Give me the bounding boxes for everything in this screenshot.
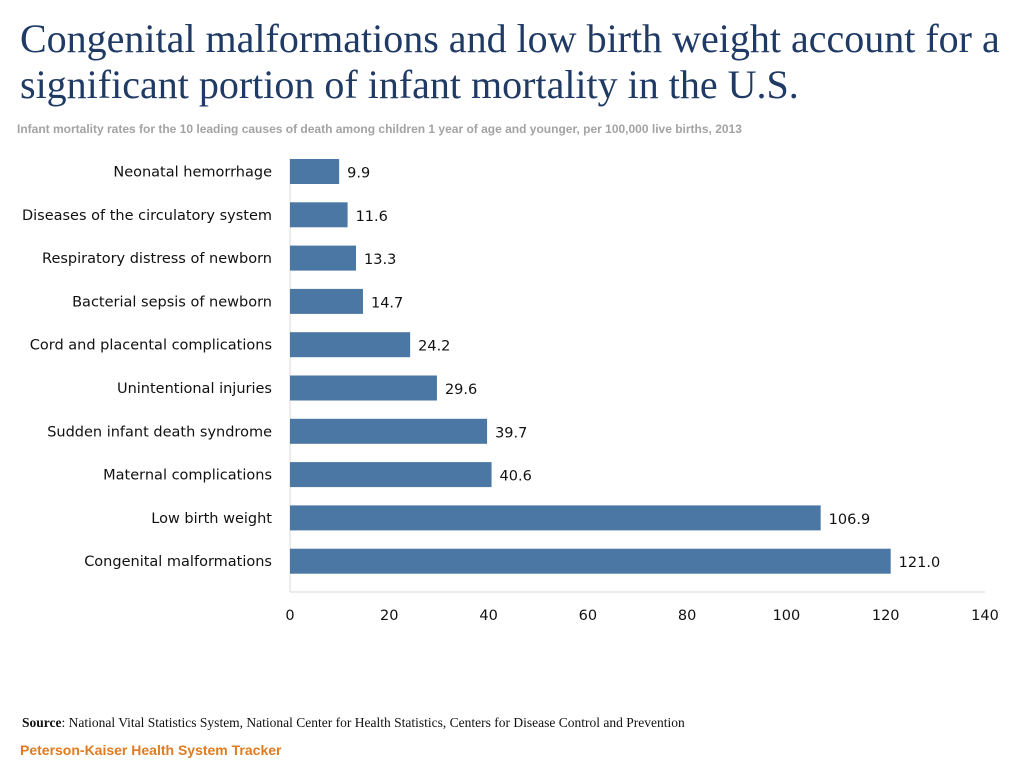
category-label: Bacterial sepsis of newborn xyxy=(72,294,272,310)
x-tick-label: 20 xyxy=(380,608,398,624)
data-label: 121.0 xyxy=(899,555,941,571)
source-note: Source: National Vital Statistics System… xyxy=(22,715,685,731)
bar xyxy=(290,462,492,488)
data-label: 106.9 xyxy=(829,512,871,528)
category-label: Low birth weight xyxy=(151,511,272,527)
data-label: 11.6 xyxy=(356,209,388,225)
category-label: Unintentional injuries xyxy=(117,381,272,397)
chart-subtitle: Infant mortality rates for the 10 leadin… xyxy=(17,122,742,136)
x-tick-label: 0 xyxy=(285,608,294,624)
category-label: Cord and placental complications xyxy=(30,338,272,354)
category-label: Neonatal hemorrhage xyxy=(113,165,272,181)
chart-title: Congenital malformations and low birth w… xyxy=(20,16,1000,107)
source-text: : National Vital Statistics System, Nati… xyxy=(61,715,685,730)
bar xyxy=(290,548,891,574)
source-label: Source xyxy=(22,715,62,730)
data-label: 29.6 xyxy=(445,382,477,398)
bar xyxy=(290,332,411,358)
x-tick-label: 120 xyxy=(872,608,900,624)
data-label: 24.2 xyxy=(418,339,450,355)
bar xyxy=(290,505,821,531)
x-tick-label: 80 xyxy=(678,608,696,624)
category-label: Sudden infant death syndrome xyxy=(47,424,272,440)
data-label: 40.6 xyxy=(500,469,532,485)
bar xyxy=(290,375,437,401)
data-label: 9.9 xyxy=(347,166,370,182)
category-label: Maternal complications xyxy=(103,468,272,484)
bar xyxy=(290,288,363,314)
data-label: 13.3 xyxy=(364,252,396,268)
bar-chart: Neonatal hemorrhage 9.9 Diseases of the ci… xyxy=(22,158,999,624)
bar xyxy=(290,245,357,271)
x-tick-label: 60 xyxy=(579,608,597,624)
x-tick-label: 40 xyxy=(479,608,497,624)
bar xyxy=(290,202,348,228)
data-label: 14.7 xyxy=(371,295,403,311)
category-label: Respiratory distress of newborn xyxy=(42,251,272,267)
category-label: Congenital malformations xyxy=(84,554,272,570)
bar xyxy=(290,418,488,444)
x-tick-label: 140 xyxy=(971,608,999,624)
category-label: Diseases of the circulatory system xyxy=(22,208,272,224)
x-tick-label: 100 xyxy=(773,608,801,624)
data-label: 39.7 xyxy=(495,425,527,441)
brand-footer: Peterson-Kaiser Health System Tracker xyxy=(20,742,282,758)
bar xyxy=(290,159,340,184)
